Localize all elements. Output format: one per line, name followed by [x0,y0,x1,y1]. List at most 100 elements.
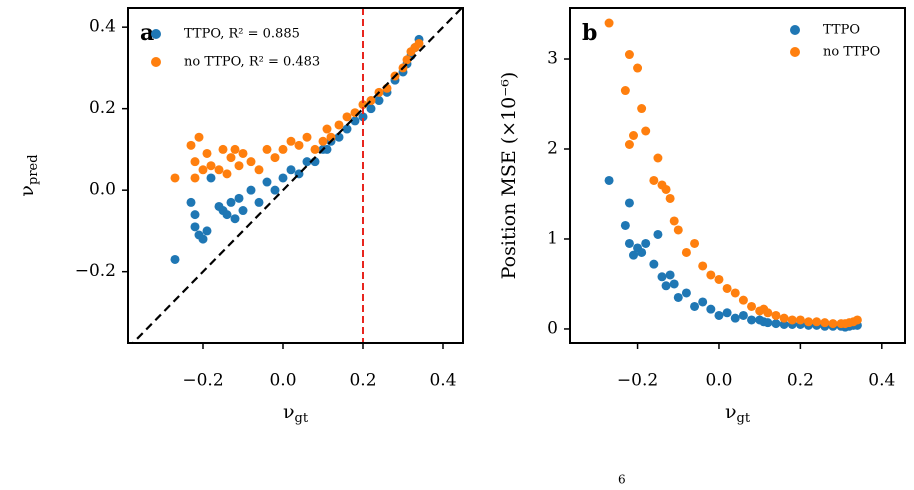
point [779,319,789,329]
point [350,116,360,126]
plot-area [131,8,463,343]
point [624,50,634,60]
point [714,310,724,320]
x-tick-label: 0.4 [868,371,895,391]
legend-marker [151,57,161,67]
point [673,225,683,235]
point [246,157,256,167]
point [624,238,634,248]
y-tick-label: 1 [547,228,558,248]
point [270,185,280,195]
point [190,173,200,183]
point [628,131,638,141]
y-axis-label: Position MSE (×10⁻⁶) [498,72,520,280]
point [624,198,634,208]
y-tick-label: 0.4 [89,17,116,37]
legend-label: TTPO, R² = 0.885 [184,27,300,42]
point [657,272,667,282]
point [198,165,208,175]
point [238,148,248,158]
point [653,229,663,239]
point [366,104,376,114]
x-axis-label-symbol: ν [725,401,737,423]
point [804,317,814,327]
x-tick-label: −0.2 [182,371,223,391]
point [763,308,773,318]
point [690,238,700,248]
legend-marker [790,47,800,57]
x-tick-label: 0.2 [787,371,814,391]
point [278,144,288,154]
point [190,222,200,232]
point [206,161,216,171]
identity-line [131,8,463,343]
legend-label: no TTPO, R² = 0.483 [184,55,320,70]
point [218,144,228,154]
panel-label: a [140,20,154,46]
point [738,295,748,305]
point [637,247,647,257]
plot-area [604,18,862,332]
point [322,124,332,134]
stray-text: 6 [618,473,626,487]
point [604,18,614,28]
point [706,304,716,314]
point [402,55,412,65]
legend-marker [790,25,800,35]
point [649,259,659,269]
point [170,173,180,183]
y-axis-label-symbol: ν [16,185,38,197]
y-tick-label: −0.2 [75,261,116,281]
point [198,234,208,244]
point [318,136,328,146]
point [358,112,368,122]
point [665,270,675,280]
point [226,153,236,163]
point [342,124,352,134]
point [665,193,675,203]
point [706,270,716,280]
point [270,153,280,163]
point [202,148,212,158]
point [779,313,789,323]
point [698,297,708,307]
panel-label: b [582,20,597,46]
point [637,104,647,114]
point [641,238,651,248]
point [246,185,256,195]
point [771,310,781,320]
y-tick-label: 0.2 [89,98,116,118]
point [286,136,296,146]
point [302,157,312,167]
x-axis-label: νgt [725,401,751,426]
point [214,165,224,175]
point [342,112,352,122]
point [230,144,240,154]
point [254,197,264,207]
point [661,281,671,291]
point [222,169,232,179]
point [254,165,264,175]
y-tick-label: 0.0 [89,180,116,200]
point [226,197,236,207]
y-tick-label: 3 [547,49,558,69]
point [604,175,614,185]
point [190,210,200,220]
point [669,279,679,289]
point [669,216,679,226]
y-tick-label: 0 [547,318,558,338]
point [202,226,212,236]
point [234,193,244,203]
point [771,319,781,329]
point [374,96,384,106]
point [649,175,659,185]
point [633,63,643,73]
point [620,220,630,230]
point [747,301,757,311]
x-tick-label: 0.2 [349,371,376,391]
point [322,144,332,154]
x-tick-label: 0.0 [705,371,732,391]
point [698,261,708,271]
point [747,315,757,325]
